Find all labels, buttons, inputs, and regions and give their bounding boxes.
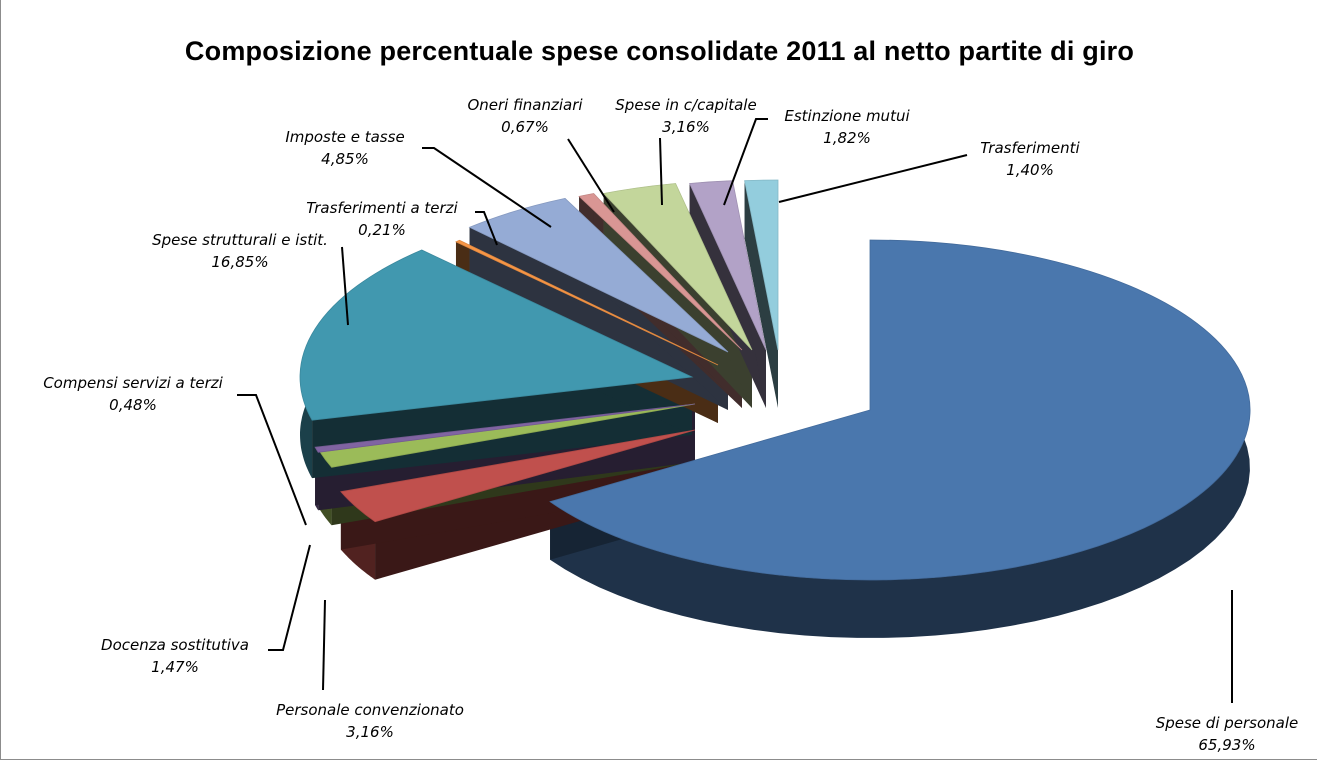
slice-label: Imposte e tasse	[285, 128, 404, 146]
slice-7	[578, 193, 743, 351]
slice-wall	[689, 183, 766, 408]
slice-value: 1,40%	[1006, 161, 1054, 179]
slice-label: Estinzione mutui	[784, 107, 910, 125]
slice-label: Compensi servizi a terzi	[43, 374, 223, 392]
slice-label: Spese di personale	[1156, 714, 1299, 732]
slice-value: 4,85%	[321, 150, 369, 168]
slice-labels: Spese di personale 65,93% Personale conven…	[43, 96, 1298, 754]
slice-3	[314, 403, 696, 453]
leader-line	[322, 599, 326, 691]
leader-line	[475, 211, 498, 246]
leader-line	[723, 118, 768, 206]
slice-5	[455, 239, 719, 366]
slice-value: 16,85%	[211, 253, 268, 271]
slice-value: 3,16%	[346, 723, 394, 741]
slice-label: Personale convenzionato	[276, 701, 464, 719]
leader-line	[341, 246, 349, 326]
leader-line	[659, 137, 663, 206]
slice-value: 3,16%	[662, 118, 710, 136]
slice-value: 1,47%	[151, 658, 199, 676]
slice-6	[468, 197, 729, 353]
slice-label: Spese strutturali e istit.	[152, 231, 328, 249]
slice-1	[340, 429, 696, 523]
slice-value: 65,93%	[1198, 736, 1255, 754]
slice-label: Trasferimenti a terzi	[306, 199, 458, 217]
leader-line	[567, 138, 615, 213]
leader-line	[778, 154, 968, 203]
slice-value: 0,48%	[109, 396, 157, 414]
slice-10	[744, 179, 779, 351]
slice-label: Trasferimenti	[980, 139, 1080, 157]
leader-line	[268, 544, 311, 651]
slice-wall	[744, 180, 778, 408]
pie-tops	[299, 179, 1251, 581]
slice-label: Oneri finanziari	[467, 96, 583, 114]
slice-value: 1,82%	[823, 129, 871, 147]
slice-0	[549, 239, 1251, 581]
leader-line	[237, 394, 307, 526]
slice-label: Spese in c/capitale	[615, 96, 756, 114]
slice-4	[299, 249, 694, 421]
slice-8	[602, 183, 753, 351]
slice-value: 0,67%	[501, 118, 549, 136]
leader-lines	[237, 118, 1233, 703]
slice-value: 0,21%	[358, 221, 406, 239]
leader-line	[422, 147, 552, 228]
chart-title: Composizione percentuale spese consolida…	[184, 36, 1135, 66]
slice-label: Docenza sostitutiva	[101, 636, 249, 654]
